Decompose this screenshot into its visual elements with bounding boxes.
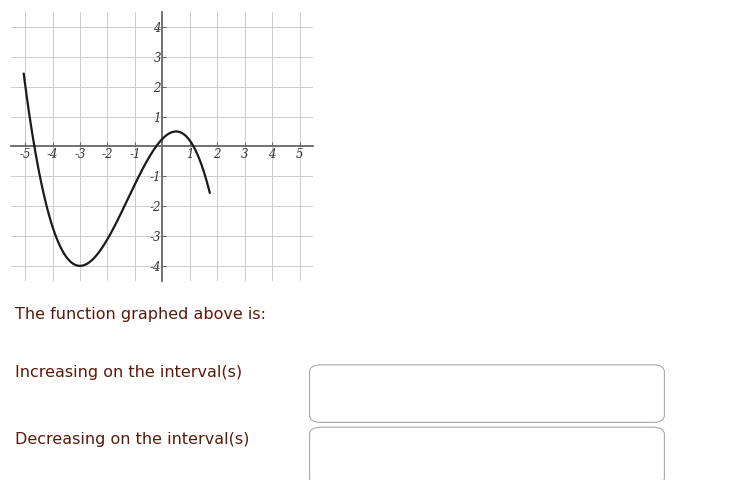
- Text: Increasing on the interval(s): Increasing on the interval(s): [15, 365, 242, 380]
- Text: Decreasing on the interval(s): Decreasing on the interval(s): [15, 432, 249, 447]
- Text: The function graphed above is:: The function graphed above is:: [15, 307, 266, 322]
